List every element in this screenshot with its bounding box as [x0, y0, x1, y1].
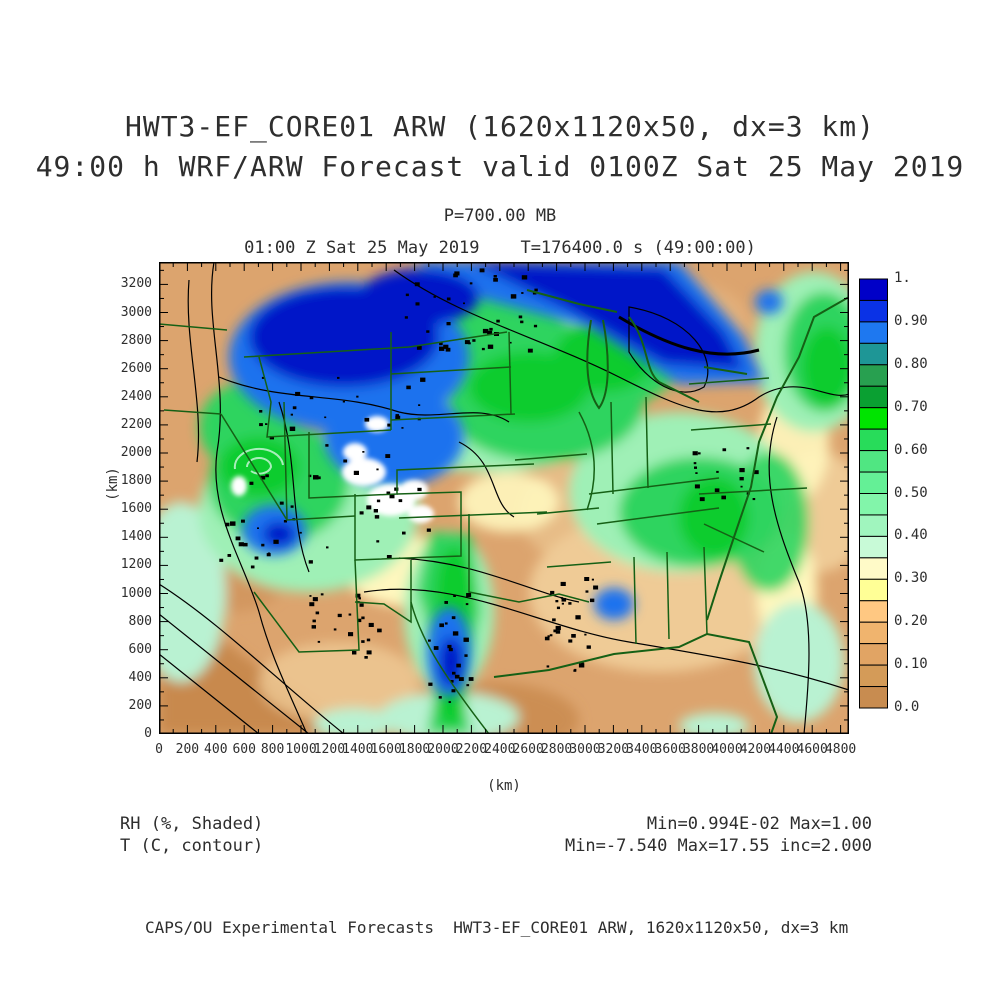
colorbar-swatch	[859, 428, 888, 452]
x-tick-label: 2000	[427, 742, 459, 757]
state-borders	[159, 289, 849, 734]
temperature-contours	[159, 262, 849, 734]
colorbar-tick-label: 0.90	[894, 312, 928, 329]
x-tick-label: 2800	[540, 742, 573, 757]
colorbar-swatch	[859, 621, 888, 645]
y-tick-label: 200	[128, 697, 152, 713]
y-tick-label: 600	[128, 641, 152, 657]
forecast-map	[159, 262, 849, 734]
x-tick-label: 4400	[768, 742, 800, 757]
x-tick-label: 3200	[597, 742, 630, 757]
x-tick-label: 3600	[654, 742, 686, 757]
colorbar-swatch	[859, 600, 888, 623]
rh-shaded-map	[159, 262, 849, 734]
colorbar-tick-label: 0.10	[894, 656, 928, 673]
colorbar-swatch	[859, 643, 888, 666]
shaded-stats-label: Min=0.994E-02 Max=1.00	[646, 814, 872, 834]
y-tick-label: 3200	[120, 276, 152, 292]
colorbar-swatch	[859, 686, 888, 709]
colorbar-swatch	[859, 471, 888, 495]
colorbar-tick-label: 0.0	[894, 699, 920, 715]
colorbar-swatch	[859, 557, 888, 580]
colorbar-swatch	[859, 493, 888, 516]
x-tick-label: 4200	[739, 742, 772, 757]
x-tick-label: 800	[260, 742, 285, 757]
colorbar-swatch	[859, 342, 888, 366]
colorbar-swatch	[859, 535, 888, 559]
x-tick-label: 600	[232, 742, 256, 757]
colorbar-swatch	[859, 514, 888, 537]
valid-time-label: 01:00 Z Sat 25 May 2019 T=176400.0 s (49…	[244, 238, 756, 258]
colorbar-tick-label: 0.50	[894, 484, 928, 501]
y-tick-label: 800	[128, 613, 152, 629]
x-tick-label: 4800	[824, 742, 857, 757]
x-tick-label: 1800	[398, 742, 431, 757]
colorbar-tick-label: 0.80	[894, 355, 928, 372]
x-tick-label: 1000	[285, 742, 317, 757]
x-tick-label: 2600	[512, 742, 544, 757]
page-title: HWT3-EF_CORE01 ARW (1620x1120x50, dx=3 k…	[124, 110, 875, 143]
colorbar-swatch	[859, 299, 888, 323]
y-tick-label: 1200	[120, 557, 152, 573]
y-tick-label: 3000	[120, 304, 152, 320]
pressure-level-label: P=700.00 MB	[443, 206, 557, 226]
y-tick-label: 2800	[120, 332, 152, 348]
x-tick-label: 3800	[682, 742, 715, 757]
y-tick-label: 1400	[120, 529, 152, 545]
colorbar-tick-label: 0.20	[894, 613, 928, 630]
colorbar-swatch	[859, 278, 888, 301]
colorbar-tick-label: 0.60	[894, 441, 928, 458]
y-tick-label: 400	[128, 669, 152, 685]
x-tick-label: 4000	[711, 742, 743, 757]
colorbar-swatch	[859, 450, 888, 473]
colorbar-tick-label: 0.70	[894, 398, 928, 415]
x-tick-label: 1400	[342, 742, 374, 757]
colorbar-swatches	[859, 278, 888, 709]
colorbar-swatch	[859, 407, 888, 430]
x-tick-label: 3000	[569, 742, 601, 757]
y-tick-label: 2400	[120, 388, 152, 404]
colorbar-swatch	[859, 321, 888, 344]
y-tick-label: 1600	[120, 501, 152, 517]
x-tick-label: 0	[155, 742, 163, 757]
x-tick-label: 1600	[370, 742, 402, 757]
x-tick-label: 200	[175, 742, 200, 757]
y-tick-label: 2600	[120, 360, 152, 376]
colorbar	[859, 278, 889, 709]
colorbar-tick-label: 1.	[894, 270, 911, 286]
y-tick-label: 2200	[120, 416, 152, 432]
x-tick-label: 4600	[796, 742, 828, 757]
y-tick-label: 0	[144, 726, 152, 741]
colorbar-swatch	[859, 578, 888, 602]
colorbar-swatch	[859, 364, 888, 387]
colorbar-tick-label: 0.40	[894, 527, 928, 544]
x-axis-title: (km)	[487, 778, 521, 794]
y-tick-label: 1000	[120, 585, 152, 601]
page-subtitle: 49:00 h WRF/ARW Forecast valid 0100Z Sat…	[35, 150, 965, 183]
colorbar-swatch	[859, 385, 888, 409]
x-tick-label: 2200	[455, 742, 488, 757]
rh-high-field	[229, 262, 783, 697]
y-tick-label: 2000	[120, 445, 152, 460]
contour-stats-label: Min=-7.540 Max=17.55 inc=2.000	[564, 836, 872, 856]
colorbar-tick-label: 0.30	[894, 570, 928, 587]
x-tick-label: 400	[204, 742, 228, 757]
credit-line: CAPS/OU Experimental Forecasts HWT3-EF_C…	[145, 918, 849, 937]
shaded-field-label: RH (%, Shaded)	[120, 814, 264, 834]
map-frame	[159, 262, 849, 734]
x-tick-label: 2400	[484, 742, 516, 757]
x-tick-label: 1200	[313, 742, 346, 757]
rh-offscale-patches	[231, 416, 434, 523]
contour-field-label: T (C, contour)	[120, 836, 264, 856]
y-tick-label: 1800	[120, 473, 152, 489]
x-tick-label: 3400	[626, 742, 658, 757]
colorbar-swatch	[859, 664, 888, 688]
